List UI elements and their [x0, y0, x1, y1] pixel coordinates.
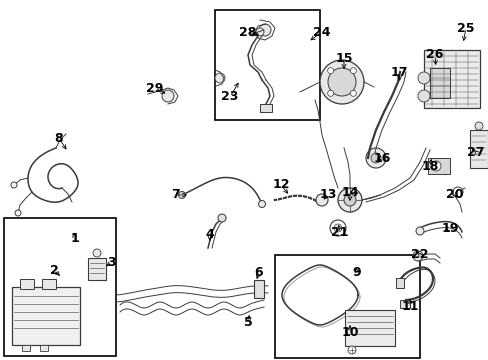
Text: 29: 29 — [146, 81, 163, 94]
Bar — [42, 279, 56, 289]
Bar — [40, 345, 48, 351]
Text: 12: 12 — [272, 179, 289, 192]
Circle shape — [256, 28, 264, 36]
Circle shape — [215, 73, 224, 83]
Text: 7: 7 — [171, 189, 180, 202]
Circle shape — [327, 68, 355, 96]
Circle shape — [365, 148, 385, 168]
Circle shape — [430, 161, 440, 171]
Circle shape — [329, 220, 346, 236]
Text: 25: 25 — [456, 22, 474, 35]
Bar — [20, 279, 34, 289]
Text: 14: 14 — [341, 185, 358, 198]
Text: 15: 15 — [335, 51, 352, 64]
Bar — [345, 310, 394, 346]
Text: 27: 27 — [467, 145, 484, 158]
Text: 4: 4 — [205, 229, 214, 242]
Text: 19: 19 — [440, 221, 458, 234]
Circle shape — [333, 224, 341, 232]
Circle shape — [343, 194, 355, 206]
Circle shape — [218, 214, 225, 222]
Text: 18: 18 — [421, 161, 438, 174]
Text: 17: 17 — [389, 66, 407, 78]
Bar — [88, 258, 106, 280]
Text: 24: 24 — [313, 26, 330, 39]
Circle shape — [162, 90, 174, 102]
Circle shape — [417, 72, 429, 84]
Bar — [253, 280, 264, 298]
Circle shape — [315, 194, 327, 206]
Text: 26: 26 — [426, 49, 443, 62]
Bar — [429, 68, 449, 98]
Bar — [274, 255, 419, 358]
Text: 11: 11 — [401, 301, 418, 314]
Text: 23: 23 — [221, 90, 238, 104]
Circle shape — [349, 68, 356, 74]
Text: 10: 10 — [341, 327, 358, 339]
Bar — [4, 218, 116, 356]
Bar — [469, 130, 487, 168]
Text: 13: 13 — [319, 188, 336, 201]
Bar — [12, 287, 80, 345]
Text: 2: 2 — [49, 264, 58, 276]
Text: 28: 28 — [239, 26, 256, 39]
Bar — [423, 50, 479, 108]
Circle shape — [452, 187, 462, 197]
Bar — [427, 158, 449, 174]
Circle shape — [347, 346, 355, 354]
Circle shape — [337, 188, 361, 212]
Circle shape — [11, 182, 17, 188]
Circle shape — [15, 210, 21, 216]
Bar — [399, 300, 409, 308]
Circle shape — [93, 249, 101, 257]
Circle shape — [349, 90, 356, 96]
Bar — [395, 278, 403, 288]
Circle shape — [412, 251, 422, 261]
Circle shape — [370, 153, 380, 163]
Text: 9: 9 — [352, 266, 361, 279]
Bar — [260, 104, 271, 112]
Circle shape — [415, 227, 423, 235]
Text: 3: 3 — [107, 256, 116, 269]
Text: 1: 1 — [70, 231, 79, 244]
Text: 21: 21 — [330, 226, 348, 239]
Circle shape — [327, 68, 333, 74]
Text: 20: 20 — [446, 189, 463, 202]
Text: 5: 5 — [243, 315, 252, 328]
Bar — [215, 10, 319, 120]
Bar — [22, 345, 30, 351]
Circle shape — [474, 122, 482, 130]
Text: 8: 8 — [55, 131, 63, 144]
Circle shape — [178, 192, 185, 198]
Text: 16: 16 — [372, 152, 390, 165]
Text: 6: 6 — [254, 266, 263, 279]
Circle shape — [327, 90, 333, 96]
Circle shape — [258, 201, 265, 207]
Circle shape — [259, 24, 270, 36]
Circle shape — [319, 60, 363, 104]
Text: 22: 22 — [410, 248, 428, 261]
Circle shape — [417, 90, 429, 102]
